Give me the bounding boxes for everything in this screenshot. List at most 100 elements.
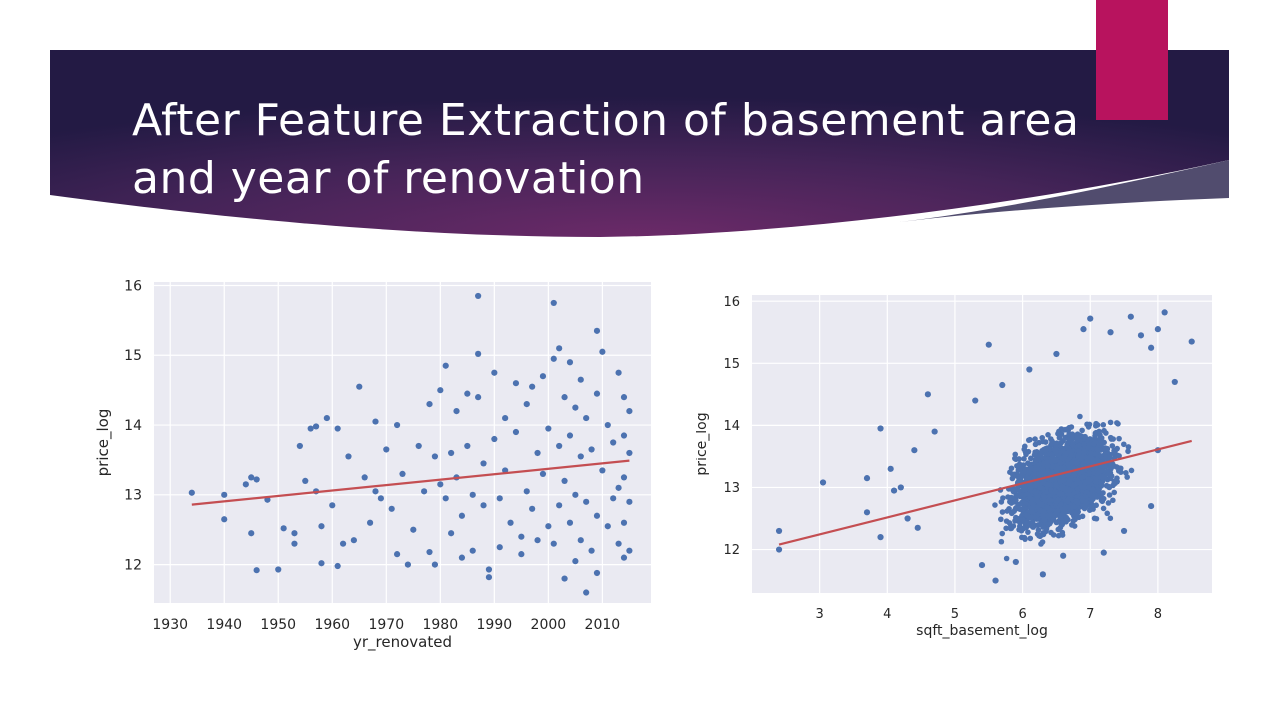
chart-0-x-tick-label: 1990 bbox=[477, 617, 513, 633]
chart-0-data-point bbox=[496, 544, 503, 551]
chart-1-cloud-point bbox=[1090, 459, 1096, 465]
chart-0-data-point bbox=[550, 540, 557, 547]
chart-1-cloud-point bbox=[1028, 514, 1035, 521]
chart-0-data-point bbox=[480, 460, 487, 467]
chart-1-data-point bbox=[985, 341, 992, 348]
chart-0-data-point bbox=[523, 401, 530, 408]
chart-1-cloud-point bbox=[998, 538, 1005, 545]
chart-1-data-point bbox=[863, 475, 871, 482]
chart-1-cloud-point bbox=[1059, 529, 1066, 536]
chart-0-data-point bbox=[599, 348, 606, 355]
chart-1-cloud-point bbox=[1012, 451, 1019, 458]
chart-1-cloud-point bbox=[1064, 497, 1071, 504]
chart-0-data-point bbox=[275, 566, 282, 573]
chart-1-cloud-point bbox=[1100, 505, 1107, 512]
chart-0-x-tick-label: 1950 bbox=[260, 617, 296, 633]
chart-1-cloud-point bbox=[1123, 470, 1129, 476]
chart-1-cloud-point bbox=[1032, 467, 1038, 473]
chart-1-cloud-point bbox=[1081, 449, 1087, 456]
chart-0-data-point bbox=[593, 390, 601, 397]
chart-1-cloud-point bbox=[1030, 524, 1036, 530]
chart-0-data-point bbox=[291, 530, 298, 537]
chart-1-y-tick-label: 12 bbox=[723, 543, 740, 558]
chart-1-cloud-point bbox=[1049, 440, 1055, 447]
chart-0-data-point bbox=[253, 476, 260, 483]
chart-1-cloud-point bbox=[1054, 508, 1061, 514]
chart-1-cloud-point bbox=[1107, 454, 1113, 461]
chart-1-data-point bbox=[1080, 326, 1087, 333]
chart-1-cloud-point bbox=[1106, 484, 1113, 491]
chart-0-data-point bbox=[404, 561, 412, 568]
chart-1-cloud-point bbox=[1115, 465, 1122, 471]
chart-0-data-point bbox=[588, 446, 595, 453]
chart-0-data-point bbox=[626, 449, 633, 457]
chart-1-cloud-point bbox=[1068, 424, 1075, 430]
chart-0-data-point bbox=[626, 547, 633, 554]
chart-1-cloud-point bbox=[1085, 444, 1091, 451]
chart-0-data-point bbox=[291, 540, 298, 547]
chart-1-y-tick-label: 15 bbox=[723, 357, 740, 372]
chart-0-data-point bbox=[296, 442, 303, 450]
chart-1-x-axis-label: sqft_basement_log bbox=[916, 623, 1048, 639]
chart-0-data-point bbox=[572, 558, 579, 565]
chart-0-data-point bbox=[426, 548, 433, 556]
chart-1-cloud-point bbox=[1028, 499, 1035, 506]
chart-1-cloud-point bbox=[1069, 431, 1076, 438]
chart-1-cloud-point bbox=[1069, 442, 1076, 448]
title-banner bbox=[50, 50, 1229, 237]
chart-1-cloud-point bbox=[1107, 515, 1114, 522]
chart-1-cloud-point bbox=[1027, 485, 1034, 492]
chart-1-cloud-point bbox=[1125, 448, 1131, 455]
chart-1-cloud-point bbox=[1050, 516, 1057, 523]
chart-1-point-cloud bbox=[992, 413, 1135, 562]
chart-1-cloud-point bbox=[1025, 529, 1031, 535]
chart-1-cloud-point bbox=[1070, 483, 1076, 489]
chart-0-data-point bbox=[318, 523, 325, 530]
chart-1-cloud-point bbox=[1039, 501, 1045, 508]
chart-1-cloud-point bbox=[1008, 500, 1015, 506]
chart-1-cloud-point bbox=[1053, 448, 1059, 455]
chart-1-cloud-point bbox=[1037, 452, 1044, 459]
chart-1-cloud-point bbox=[1045, 432, 1051, 438]
chart-1-cloud-point bbox=[1065, 440, 1071, 446]
chart-0-data-point bbox=[399, 470, 406, 478]
chart-1-cloud-point bbox=[1061, 505, 1068, 511]
chart-1-cloud-point bbox=[1125, 444, 1132, 450]
chart-1-cloud-point bbox=[1055, 518, 1062, 525]
chart-0-data-point bbox=[393, 551, 401, 558]
chart-1-data-point bbox=[1148, 344, 1155, 351]
chart-1-cloud-point bbox=[1097, 431, 1103, 438]
chart-0-data-point bbox=[426, 401, 433, 408]
chart-1-data-point bbox=[1026, 366, 1033, 373]
chart-1-cloud-point bbox=[1063, 514, 1070, 521]
chart-1-cloud-point bbox=[1017, 491, 1023, 498]
chart-1-x-tick-label: 6 bbox=[1018, 607, 1026, 622]
chart-1-cloud-point bbox=[1032, 457, 1039, 463]
chart-0-data-point bbox=[437, 481, 444, 488]
chart-1-cloud-point bbox=[1055, 430, 1061, 437]
chart-1-cloud-point bbox=[1048, 436, 1054, 442]
chart-0-data-point bbox=[566, 359, 574, 366]
chart-1-data-point bbox=[775, 527, 783, 535]
chart-1-cloud-point bbox=[1108, 473, 1115, 479]
chart-1-cloud-point bbox=[1003, 518, 1010, 524]
chart-0-data-point bbox=[372, 488, 379, 495]
chart-0-data-point bbox=[610, 495, 617, 502]
chart-0-data-point bbox=[512, 380, 520, 387]
chart-1-cloud-point bbox=[1046, 497, 1052, 504]
chart-1-cloud-point bbox=[1091, 515, 1098, 522]
chart-1-data-point bbox=[1188, 338, 1195, 345]
chart-0-data-point bbox=[583, 498, 590, 505]
chart-1-data-point bbox=[972, 397, 979, 404]
chart-0-data-point bbox=[339, 540, 347, 547]
chart-1-cloud-point bbox=[1049, 463, 1056, 470]
chart-1-cloud-point bbox=[1005, 494, 1011, 500]
chart-0-data-point bbox=[221, 516, 228, 523]
chart-0-data-point bbox=[458, 512, 466, 519]
chart-0-data-point bbox=[620, 474, 628, 481]
chart-1-cloud-point bbox=[1003, 555, 1010, 562]
chart-0-data-point bbox=[577, 376, 584, 383]
chart-0-data-point bbox=[307, 425, 314, 432]
chart-1-cloud-point bbox=[1022, 536, 1028, 542]
chart-1-cloud-point bbox=[1094, 422, 1101, 428]
